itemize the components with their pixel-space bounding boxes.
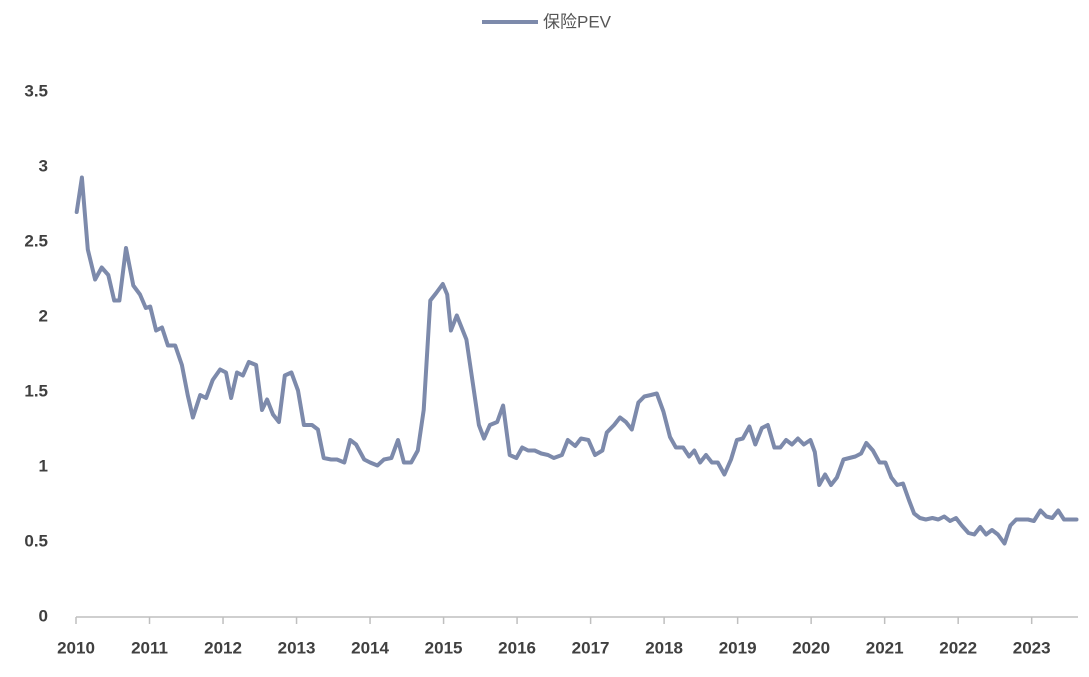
y-tick-label: 0: [39, 606, 48, 625]
x-tick-label: 2015: [425, 638, 463, 657]
x-tick-label: 2011: [131, 638, 168, 657]
y-tick-label: 0.5: [24, 531, 48, 550]
x-tick-label: 2010: [57, 638, 95, 657]
x-tick-label: 2019: [719, 638, 757, 657]
legend-label: 保险PEV: [543, 12, 612, 31]
y-tick-label: 1.5: [24, 381, 48, 400]
x-tick-label: 2021: [866, 638, 904, 657]
y-tick-label: 1: [39, 456, 48, 475]
x-tick-label: 2023: [1013, 638, 1051, 657]
y-tick-label: 3.5: [24, 81, 48, 100]
line: [74, 175, 1079, 546]
y-tick-label: 2: [39, 306, 48, 325]
x-tick-label: 2013: [278, 638, 316, 657]
y-tick-label: 2.5: [24, 231, 48, 250]
x-tick-label: 2014: [351, 638, 389, 657]
x-tick-label: 2016: [498, 638, 536, 657]
x-tick-label: 2020: [792, 638, 830, 657]
x-tick-label: 2017: [572, 638, 610, 657]
x-tick-label: 2018: [645, 638, 683, 657]
y-tick-label: 3: [39, 156, 48, 175]
x-tick-label: 2022: [939, 638, 977, 657]
x-tick-label: 2012: [204, 638, 242, 657]
